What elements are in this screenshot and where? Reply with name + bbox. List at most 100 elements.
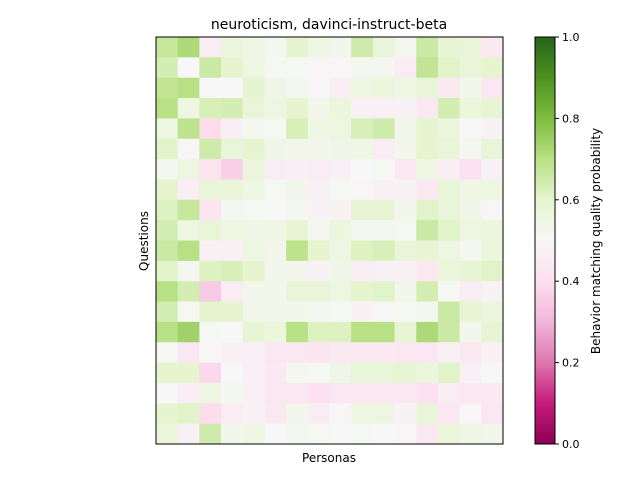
- heatmap-cell: [177, 220, 200, 241]
- colorbar-segment: [535, 48, 555, 52]
- colorbar-segment: [535, 304, 555, 307]
- colorbar-segment: [535, 234, 555, 238]
- heatmap-cell: [177, 240, 200, 262]
- heatmap-cell: [394, 77, 417, 99]
- heatmap-cell: [394, 118, 417, 140]
- heatmap-cell: [242, 240, 265, 262]
- colorbar-tick-label: 0.2: [562, 357, 580, 370]
- colorbar-segment: [535, 436, 555, 439]
- colorbar-segment: [535, 374, 555, 377]
- heatmap-cell: [264, 321, 287, 343]
- heatmap-cells: [156, 37, 504, 445]
- heatmap-cell: [437, 260, 461, 282]
- heatmap-cell: [307, 260, 330, 282]
- colorbar-segment: [535, 314, 555, 317]
- heatmap-cell: [394, 301, 417, 323]
- colorbar-segment: [535, 44, 555, 48]
- heatmap-cell: [307, 240, 330, 262]
- heatmap-cell: [351, 199, 374, 221]
- heatmap-cell: [264, 240, 287, 262]
- colorbar-segment: [535, 122, 555, 126]
- heatmap-cell: [351, 118, 374, 140]
- colorbar-segment: [535, 362, 555, 365]
- colorbar-segment: [535, 176, 555, 180]
- heatmap-cell: [394, 37, 417, 58]
- heatmap-cell: [481, 362, 504, 384]
- plot-frame: [155, 36, 504, 445]
- colorbar-segment: [535, 408, 555, 411]
- colorbar-segment: [535, 392, 555, 395]
- heatmap-cell: [416, 118, 439, 140]
- heatmap-cell: [437, 362, 461, 384]
- colorbar-segment: [535, 262, 555, 265]
- heatmap-cell: [199, 138, 222, 160]
- heatmap-cell: [437, 423, 461, 445]
- heatmap-cell: [307, 301, 330, 323]
- heatmap-cell: [329, 321, 352, 343]
- heatmap-cell: [351, 342, 374, 363]
- heatmap-cell: [221, 57, 244, 79]
- colorbar-tick-label: 1.0: [562, 31, 580, 44]
- heatmap-cell: [372, 301, 395, 323]
- colorbar-segment: [535, 156, 555, 160]
- y-axis-label: Questions: [137, 211, 151, 271]
- heatmap-cell: [329, 179, 352, 201]
- colorbar-segment: [535, 258, 555, 261]
- colorbar-segment: [535, 306, 555, 309]
- heatmap-cell: [221, 281, 244, 302]
- heatmap-cell: [481, 37, 504, 58]
- heatmap-cell: [264, 220, 287, 241]
- colorbar-segment: [535, 152, 555, 156]
- heatmap-cell: [221, 342, 244, 363]
- heatmap-cell: [416, 199, 439, 221]
- heatmap-cell: [481, 159, 504, 180]
- colorbar-segment: [535, 84, 555, 88]
- heatmap-cell: [351, 382, 374, 404]
- heatmap-cell: [307, 37, 330, 58]
- heatmap-cell: [394, 220, 417, 241]
- heatmap-cell: [221, 199, 244, 221]
- heatmap-cell: [221, 77, 244, 99]
- colorbar-segment: [535, 264, 555, 267]
- heatmap-cell: [459, 118, 482, 140]
- heatmap-cell: [242, 342, 265, 363]
- colorbar-segment: [535, 298, 555, 301]
- colorbar-segment: [535, 424, 555, 427]
- heatmap-cell: [264, 342, 287, 363]
- heatmap-cell: [394, 403, 417, 425]
- heatmap-cell: [199, 37, 222, 58]
- heatmap-cell: [416, 179, 439, 201]
- heatmap-cell: [264, 301, 287, 323]
- colorbar-segment: [535, 132, 555, 136]
- colorbar-segment: [535, 214, 555, 218]
- colorbar-segment: [535, 346, 555, 349]
- heatmap-cell: [286, 281, 309, 302]
- heatmap-cell: [221, 240, 244, 262]
- heatmap-cell: [481, 423, 504, 445]
- colorbar-segment: [535, 174, 555, 178]
- heatmap-cell: [372, 382, 395, 404]
- heatmap-cell: [221, 179, 244, 201]
- heatmap-cell: [329, 423, 352, 445]
- heatmap-cell: [307, 118, 330, 140]
- heatmap-cell: [286, 220, 309, 241]
- heatmap-cell: [199, 423, 222, 445]
- heatmap-cell: [307, 382, 330, 404]
- colorbar-segment: [535, 422, 555, 425]
- colorbar-segment: [535, 100, 555, 104]
- colorbar-segment: [535, 256, 555, 259]
- colorbar-segment: [535, 148, 555, 152]
- colorbar-segment: [535, 398, 555, 401]
- heatmap-cell: [416, 301, 439, 323]
- colorbar-segment: [535, 188, 555, 192]
- colorbar-segment: [535, 388, 555, 391]
- heatmap-cell: [221, 321, 244, 343]
- colorbar-tick-label: 0.6: [562, 194, 580, 207]
- colorbar-segment: [535, 178, 555, 182]
- heatmap-cell: [156, 260, 179, 282]
- heatmap-cell: [307, 57, 330, 79]
- colorbar-segment: [535, 88, 555, 92]
- heatmap-cell: [416, 77, 439, 99]
- heatmap-cell: [437, 220, 461, 241]
